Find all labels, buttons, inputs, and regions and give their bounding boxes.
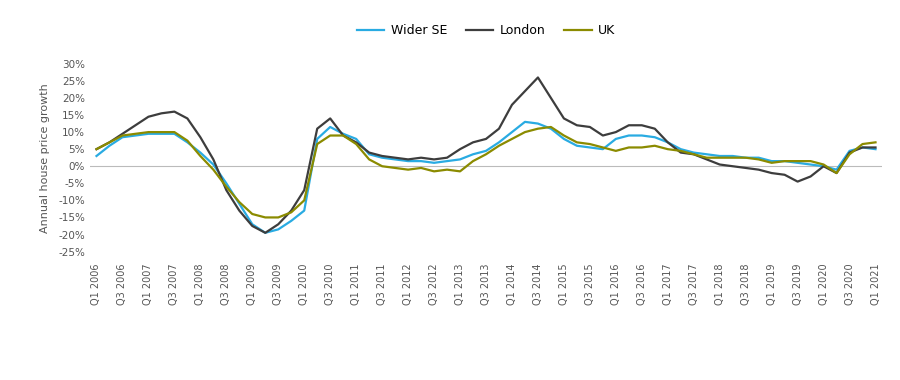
Wider SE [260,231,271,235]
London [792,179,803,184]
Line: London: London [96,78,876,233]
London [377,154,388,158]
UK [247,212,257,216]
UK [545,125,556,129]
London [584,125,595,129]
Line: Wider SE: Wider SE [96,122,876,233]
London [91,147,102,152]
London [286,208,297,213]
UK [286,210,297,215]
Wider SE [247,222,257,226]
UK [519,130,530,135]
UK [377,164,388,168]
Legend: Wider SE, London, UK: Wider SE, London, UK [352,19,620,42]
UK [260,215,271,220]
London [519,89,530,93]
Wider SE [519,120,530,124]
Wider SE [286,218,297,223]
London [870,145,881,150]
Wider SE [377,155,388,160]
UK [91,147,102,152]
UK [584,142,595,146]
Y-axis label: Annual house price growth: Annual house price growth [40,83,50,233]
Line: UK: UK [96,127,876,217]
London [533,75,544,80]
London [247,224,257,228]
Wider SE [870,147,881,152]
London [260,231,271,235]
UK [870,140,881,145]
Wider SE [91,154,102,158]
Wider SE [584,145,595,150]
UK [792,159,803,163]
Wider SE [792,160,803,165]
Wider SE [533,121,544,126]
